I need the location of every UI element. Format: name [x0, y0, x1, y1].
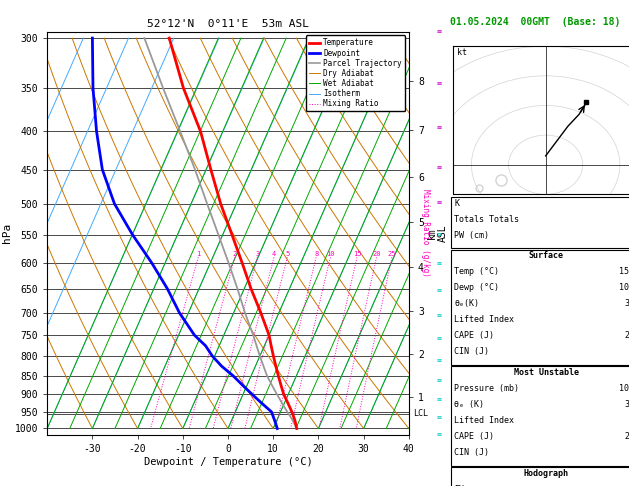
- Text: Dewp (°C): Dewp (°C): [454, 283, 499, 293]
- Text: ≡: ≡: [437, 376, 442, 385]
- Text: Mixing Ratio (g/kg): Mixing Ratio (g/kg): [421, 190, 430, 277]
- Text: ≡: ≡: [437, 334, 442, 343]
- Text: PW (cm): PW (cm): [454, 231, 489, 240]
- Text: 8: 8: [314, 251, 318, 258]
- Text: Hodograph: Hodograph: [524, 469, 569, 478]
- Text: CAPE (J): CAPE (J): [454, 331, 494, 341]
- X-axis label: Dewpoint / Temperature (°C): Dewpoint / Temperature (°C): [143, 457, 313, 467]
- Text: 15.2: 15.2: [619, 267, 629, 277]
- Text: 1003: 1003: [619, 384, 629, 393]
- Text: ≡: ≡: [437, 395, 442, 404]
- Text: ≡: ≡: [437, 356, 442, 364]
- Text: Lifted Index: Lifted Index: [454, 416, 514, 425]
- Text: Temp (°C): Temp (°C): [454, 267, 499, 277]
- Text: ≡: ≡: [437, 230, 442, 239]
- Text: 1: 1: [196, 251, 201, 258]
- Y-axis label: hPa: hPa: [2, 223, 12, 243]
- Text: Most Unstable: Most Unstable: [514, 368, 579, 377]
- Text: 10: 10: [326, 251, 335, 258]
- Text: 01.05.2024  00GMT  (Base: 18): 01.05.2024 00GMT (Base: 18): [450, 17, 620, 27]
- Text: kt: kt: [457, 48, 467, 57]
- Text: ≡: ≡: [437, 413, 442, 422]
- Text: 25: 25: [387, 251, 396, 258]
- Text: 208: 208: [624, 331, 629, 341]
- Text: ≡: ≡: [437, 79, 442, 88]
- Text: ≡: ≡: [437, 260, 442, 268]
- Legend: Temperature, Dewpoint, Parcel Trajectory, Dry Adiabat, Wet Adiabat, Isotherm, Mi: Temperature, Dewpoint, Parcel Trajectory…: [306, 35, 405, 111]
- Text: K: K: [454, 199, 459, 208]
- Text: 15: 15: [353, 251, 361, 258]
- Text: 208: 208: [624, 432, 629, 441]
- Text: ≡: ≡: [437, 431, 442, 439]
- Y-axis label: km
ASL: km ASL: [426, 225, 448, 242]
- Text: LCL: LCL: [413, 409, 428, 418]
- Text: θₑ(K): θₑ(K): [454, 299, 479, 309]
- Text: Surface: Surface: [529, 251, 564, 260]
- Text: ≡: ≡: [437, 311, 442, 320]
- Text: 311: 311: [624, 299, 629, 309]
- Text: Lifted Index: Lifted Index: [454, 315, 514, 325]
- Text: ≡: ≡: [437, 27, 442, 36]
- Text: 4: 4: [272, 251, 276, 258]
- Text: 20: 20: [372, 251, 381, 258]
- Text: © weatheronline.co.uk: © weatheronline.co.uk: [456, 472, 561, 481]
- Text: ≡: ≡: [437, 286, 442, 295]
- Text: CIN (J): CIN (J): [454, 448, 489, 457]
- Text: EH: EH: [454, 485, 464, 486]
- Text: 3: 3: [255, 251, 260, 258]
- Text: ≡: ≡: [437, 123, 442, 133]
- Title: 52°12'N  0°11'E  53m ASL: 52°12'N 0°11'E 53m ASL: [147, 19, 309, 30]
- Text: 5: 5: [285, 251, 289, 258]
- Text: 2: 2: [233, 251, 237, 258]
- Text: CAPE (J): CAPE (J): [454, 432, 494, 441]
- Text: Totals Totals: Totals Totals: [454, 215, 519, 224]
- Text: Pressure (mb): Pressure (mb): [454, 384, 519, 393]
- Text: ≡: ≡: [437, 163, 442, 172]
- Text: θₑ (K): θₑ (K): [454, 400, 484, 409]
- Text: 311: 311: [624, 400, 629, 409]
- Text: 10.9: 10.9: [619, 283, 629, 293]
- Text: ≡: ≡: [437, 198, 442, 207]
- Text: CIN (J): CIN (J): [454, 347, 489, 357]
